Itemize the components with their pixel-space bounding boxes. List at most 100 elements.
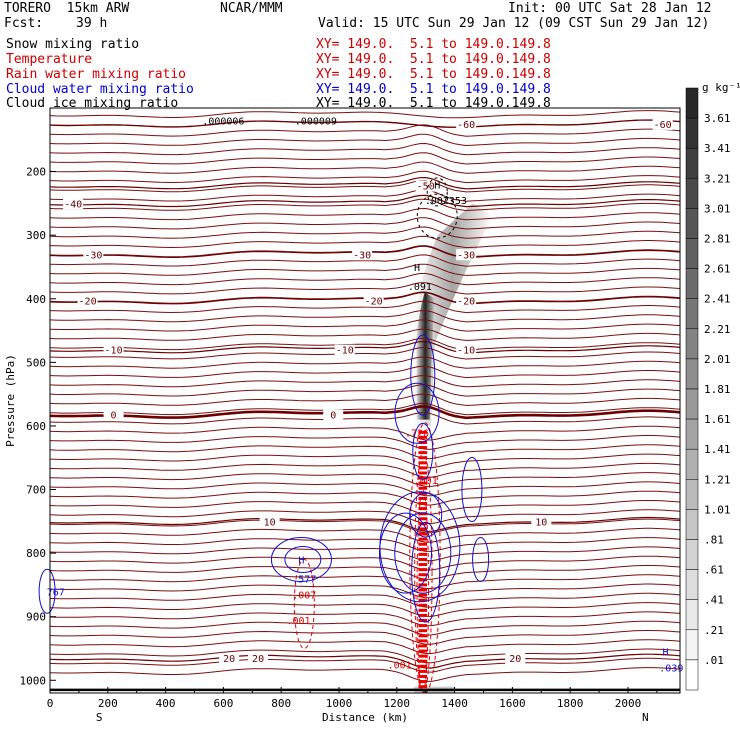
isotherm-label: 0 [111,410,117,421]
isotherm-label-bg [531,516,552,528]
colorbar-label: 3.21 [704,172,731,185]
isotherm-label-bg [363,295,384,307]
cloud-water-contour [472,536,490,582]
snow-shading-core [415,292,435,420]
isotherm-line [49,254,681,267]
colorbar-swatch [685,418,699,450]
isotherm-label-bg [103,344,124,356]
x-axis-title: Distance (km) [322,711,408,724]
isotherm-label: 20 [509,654,521,665]
isotherm-line [49,481,681,497]
cloud-water-contour-edge [38,568,56,614]
colorbar-label: 2.41 [704,293,731,306]
contour-annotation: .001 [388,660,412,671]
cloud-water-contour [410,334,436,416]
isotherm-line [49,226,681,239]
isotherm-line [49,356,681,369]
isotherm-label-bg [219,653,240,665]
cloud-water-contour [394,512,452,594]
cloud-water-contour [379,491,461,603]
colorbar-swatch [685,208,699,239]
isotherm-line [49,425,681,441]
isotherm-line [49,444,681,460]
valid-time: Valid: 15 UTC Sun 29 Jan 12 (09 CST Sun … [318,16,710,31]
colorbar-swatch [685,178,699,209]
isotherm-label-bg [103,409,124,421]
colorbar-swatch [685,479,699,510]
isotherm-label-bg [77,295,98,307]
colorbar-label: 1.41 [704,443,731,456]
isotherm-line [49,602,681,617]
isotherm-line [49,133,681,147]
isotherm-line [49,393,681,406]
colorbar-swatch [685,268,699,299]
isotherm-line [49,472,681,487]
y-tick-label: 400 [26,293,46,306]
isotherm-line [49,630,681,645]
isotherm-line [49,375,681,388]
isotherm-line [49,657,681,673]
contour-annotation: .007 [292,590,316,601]
isotherm-line [49,263,681,276]
isotherm-line [49,574,681,589]
y-tick-label: 500 [26,356,46,369]
isotherm-label-bg [456,295,477,307]
isotherm-line [49,198,681,212]
isotherm-line [49,217,681,230]
colorbar-label: 3.01 [704,202,731,215]
x-end-label: N [642,711,649,724]
colorbar-swatch [685,117,699,149]
isotherm-line [49,365,681,379]
init-time: Init: 00 UTC Sat 28 Jan 12 [508,1,712,16]
snow-shading-outer [412,203,493,426]
colorbar-label: 1.61 [704,413,731,426]
isotherm-label: -20 [365,297,383,308]
x-start-label: S [96,711,103,724]
isotherm-line [49,384,681,397]
isotherm-label-bg [456,118,477,130]
contour-annotation: .001 [286,616,310,627]
field-cloudice-name: Cloud ice mixing ratio [6,96,179,111]
contour-annotation: H [434,180,440,191]
isotherm-label-bg [652,118,673,130]
isotherm-line [49,207,681,221]
cloud-water-contour [270,536,332,582]
colorbar-label: .01 [704,654,724,667]
isotherm-line [49,412,681,425]
colorbar-label: 2.21 [704,323,731,336]
y-tick-label: 300 [26,229,46,242]
isotherm-label: 0 [330,410,336,421]
isotherm-line [49,490,681,506]
colorbar-label: .41 [704,594,724,607]
isotherm-line [49,509,681,524]
colorbar-label: 2.81 [704,233,731,246]
isotherm-label: -10 [457,346,475,357]
isotherm-label: -20 [457,297,475,308]
isotherm-label: -30 [84,250,102,261]
isotherm-label-bg [248,653,269,665]
colorbar-label: 1.21 [704,473,731,486]
contour-annotation: .001 [414,476,438,487]
x-tick-label: 0 [47,697,54,710]
cloud-water-contour [284,545,322,573]
colorbar-swatch [685,629,699,661]
colorbar-swatch [685,87,699,119]
rain-contour [409,422,441,694]
colorbar-swatch [685,509,699,540]
colorbar-swatch [685,328,699,360]
isotherm-line [49,546,681,562]
contour-annotation: .091 [408,282,432,293]
isotherm-label-bg [505,653,526,665]
cloud-water-contour [461,457,483,523]
isotherm-line [49,300,681,314]
isotherm-line [49,639,681,654]
isotherm-line [49,527,681,543]
isotherm-line [49,565,681,580]
x-tick-label: 2000 [615,697,642,710]
colorbar-swatch [685,599,699,631]
contour-annotation: .000009 [295,117,337,128]
isotherm-label-bg [456,344,477,356]
isotherm-labeled-line [49,516,681,532]
y-tick-label: 1000 [20,674,47,687]
